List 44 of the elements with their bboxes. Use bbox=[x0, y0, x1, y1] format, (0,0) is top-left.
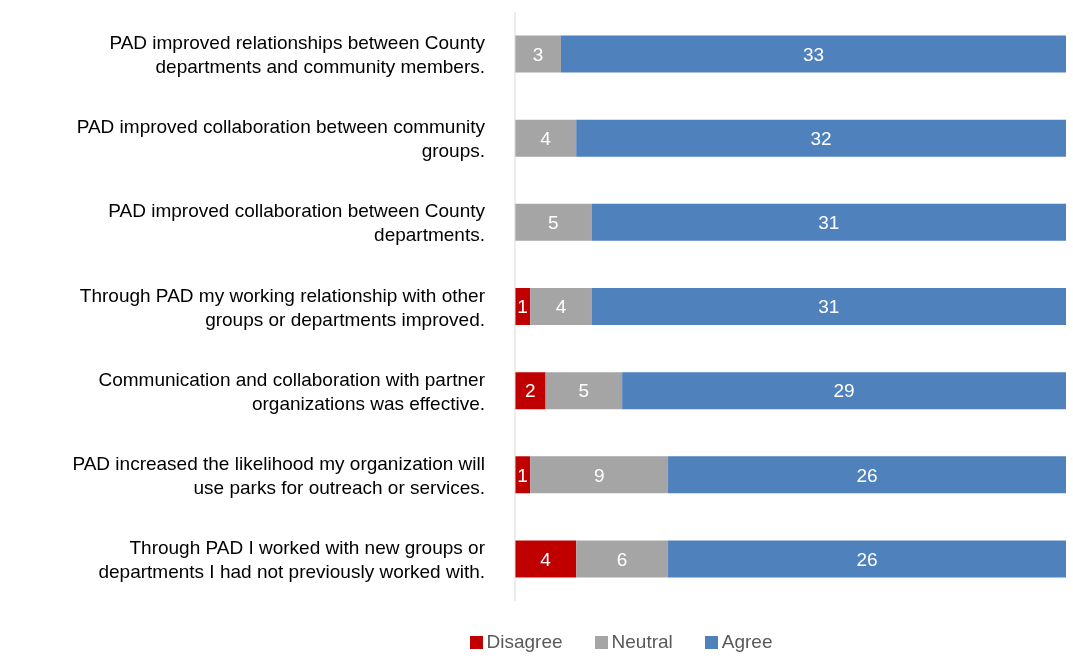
y-tick-label: Through PAD my working relationship with other groups or departments improved. bbox=[79, 284, 486, 329]
bar bbox=[576, 119, 1066, 157]
bar bbox=[576, 540, 669, 578]
data-label: 2 bbox=[525, 380, 536, 402]
data-label: 31 bbox=[818, 296, 840, 318]
y-tick-label: PAD improved relationships between County departments and community members. bbox=[109, 31, 486, 77]
data-label: 4 bbox=[540, 127, 552, 149]
data-label: 4 bbox=[540, 548, 552, 570]
legend-label: Disagree bbox=[486, 631, 563, 652]
data-label: 32 bbox=[810, 127, 832, 149]
y-tick-label: PAD improved collaboration between community groups. bbox=[76, 115, 486, 161]
y-tick-label: PAD improved collaboration between County departments. bbox=[108, 199, 486, 245]
bar bbox=[515, 372, 546, 410]
y-tick-label: Through PAD I worked with new groups or departments I had not previously worked with. bbox=[98, 536, 486, 582]
data-label: 6 bbox=[616, 548, 628, 570]
bar bbox=[668, 540, 1066, 578]
data-label: 9 bbox=[593, 464, 605, 486]
data-label: 1 bbox=[517, 296, 528, 318]
bar bbox=[668, 456, 1066, 494]
data-label: 1 bbox=[517, 464, 528, 486]
bar bbox=[530, 456, 669, 494]
data-label: 31 bbox=[818, 212, 840, 234]
bar bbox=[591, 287, 1066, 325]
legend-label: Agree bbox=[721, 631, 773, 652]
bar bbox=[515, 203, 592, 241]
y-tick-label: Communication and collaboration with partner organizations was effective. bbox=[98, 368, 486, 414]
data-label: 26 bbox=[856, 548, 878, 570]
y-tick-label: PAD increased the likelihood my organization will use parks for outreach or services. bbox=[72, 452, 485, 498]
bar bbox=[515, 35, 561, 73]
data-label: 29 bbox=[833, 380, 855, 402]
bar bbox=[515, 540, 577, 578]
bar bbox=[591, 203, 1066, 241]
bar bbox=[530, 287, 592, 325]
data-label: 5 bbox=[547, 212, 559, 234]
data-label: 33 bbox=[802, 43, 825, 65]
data-label: 26 bbox=[856, 464, 878, 486]
data-label: 3 bbox=[532, 43, 544, 65]
bar bbox=[515, 119, 577, 157]
data-label: 5 bbox=[578, 380, 590, 402]
bar bbox=[560, 35, 1066, 73]
legend-label: Neutral bbox=[611, 631, 673, 652]
bar bbox=[622, 372, 1066, 410]
bar bbox=[545, 372, 623, 410]
data-label: 4 bbox=[555, 296, 567, 318]
